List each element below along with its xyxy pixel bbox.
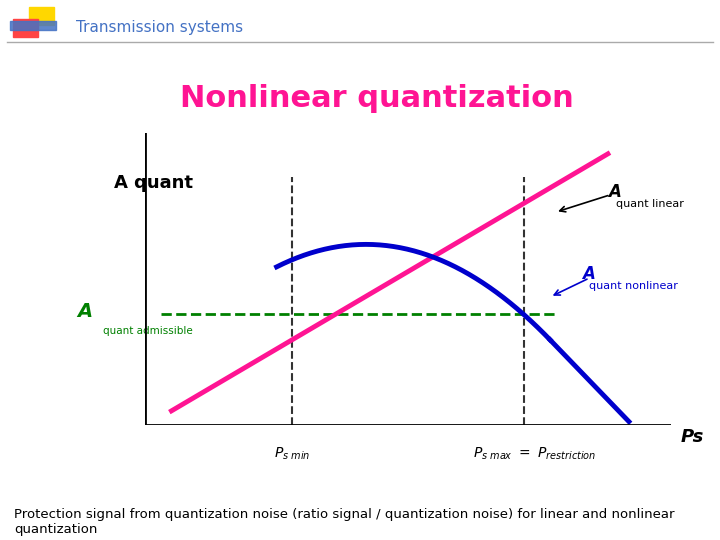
Text: A: A [608,183,621,201]
Text: quant linear: quant linear [616,199,684,209]
Text: A: A [582,265,595,282]
Text: $P_{s\ min}$: $P_{s\ min}$ [274,446,310,462]
Text: A quant: A quant [114,174,192,192]
Bar [10,21,55,30]
Text: $P_{s\ max}\ =\ P_{restriction}$: $P_{s\ max}\ =\ P_{restriction}$ [472,446,596,462]
Bar [13,19,38,37]
Text: Protection signal from quantization noise (ratio signal / quantization noise) fo: Protection signal from quantization nois… [14,508,675,536]
Text: Nonlinear quantization: Nonlinear quantization [180,84,573,113]
Text: A: A [77,302,92,321]
Text: quant admissible: quant admissible [103,326,193,336]
Text: quant nonlinear: quant nonlinear [590,281,678,291]
Bar [29,8,55,25]
Text: Transmission systems: Transmission systems [76,20,243,35]
Text: Ps: Ps [680,428,703,446]
